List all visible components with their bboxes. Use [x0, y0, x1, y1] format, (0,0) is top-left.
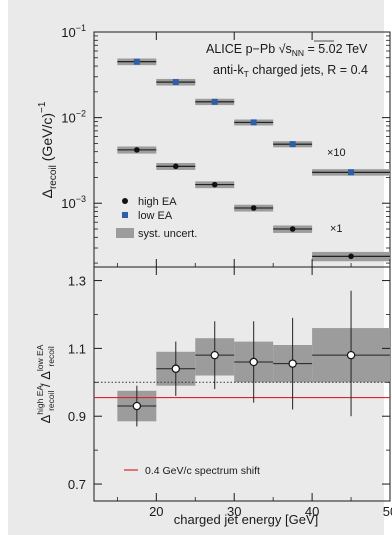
ratio-point-3 — [249, 357, 258, 367]
low-ea-point-2 — [211, 98, 218, 105]
legend-syst-label: syst. uncert. — [138, 228, 197, 240]
ratio-point-4 — [288, 359, 297, 368]
top-y-tick-label-0: 10−1 — [61, 23, 86, 40]
collision-system-label: ALICE p−Pb √sNN = 5.02 TeV — [206, 42, 368, 58]
x-tick-label-3: 50 — [383, 504, 392, 519]
high-ea-scale-label: ×1 — [330, 223, 343, 235]
high-ea-point-4 — [289, 226, 296, 232]
high-ea-point-3 — [250, 205, 257, 211]
high-ea-point-5 — [348, 253, 354, 260]
low-ea-point-1 — [172, 79, 179, 86]
jet-definition-label: anti-kT charged jets, R = 0.4 — [213, 63, 368, 79]
x-axis-label: charged jet energy [GeV] — [174, 512, 319, 527]
ratio-point-1 — [171, 364, 180, 373]
shift-legend-label: 0.4 GeV/c spectrum shift — [145, 465, 260, 477]
high-ea-point-1 — [172, 163, 179, 170]
legend-low-ea-marker — [122, 212, 128, 218]
bottom-plot-frame — [93, 266, 391, 502]
top-axis-ticks: 10−1 10−2 10−3 — [61, 23, 391, 267]
top-y-axis-label: Δrecoil (GeV/c)−1 — [37, 101, 59, 198]
legend-low-ea-label: low EA — [138, 210, 173, 222]
bottom-y-tick-label-1: 0.9 — [68, 409, 86, 424]
top-data-points — [117, 58, 390, 260]
legend-high-ea-label: high EA — [138, 196, 177, 208]
top-y-tick-label-2: 10−3 — [61, 194, 86, 211]
low-ea-point-0 — [133, 58, 140, 65]
low-ea-point-3 — [250, 119, 257, 126]
x-tick-label-1: 30 — [227, 504, 241, 519]
bottom-y-axis-label: Δhigh EArecoil / Δlow EArecoil — [35, 344, 56, 423]
bottom-data-points — [117, 290, 390, 427]
bottom-y-tick-label-3: 1.3 — [68, 274, 86, 289]
legend-syst-swatch — [116, 228, 134, 238]
bottom-axis-ticks: 0.7 0.9 1.1 1.3 20 30 40 50 — [68, 267, 392, 519]
low-ea-point-4 — [289, 141, 296, 148]
high-ea-point-0 — [134, 147, 140, 153]
bottom-y-tick-label-2: 1.1 — [68, 341, 86, 356]
x-tick-label-0: 20 — [149, 504, 163, 519]
legend: high EA low EA syst. uncert. — [116, 196, 197, 240]
ratio-point-0 — [132, 401, 142, 411]
bottom-y-tick-label-0: 0.7 — [68, 477, 86, 492]
x-tick-label-2: 40 — [305, 504, 319, 519]
high-ea-point-2 — [211, 181, 218, 188]
low-ea-scale-label: ×10 — [327, 147, 346, 159]
bottom-reference-lines — [94, 381, 390, 399]
legend-high-ea-marker — [122, 198, 128, 204]
ratio-point-5 — [346, 350, 356, 360]
low-ea-point-5 — [348, 169, 355, 176]
ratio-point-2 — [210, 350, 219, 360]
top-y-tick-label-1: 10−2 — [61, 109, 86, 126]
